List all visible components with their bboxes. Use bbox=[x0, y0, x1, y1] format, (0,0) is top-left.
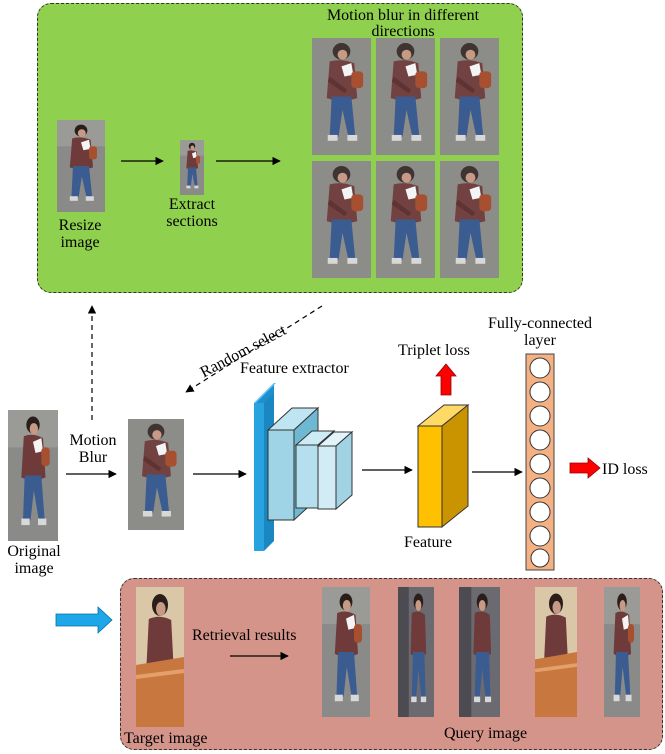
feature-block bbox=[416, 403, 470, 529]
retrieval-results-label: Retrieval results bbox=[192, 627, 297, 644]
query-result-image bbox=[322, 587, 370, 717]
query-image-label: Query image bbox=[444, 725, 528, 742]
motion-blur-directions-title: Motion blur in different directions bbox=[326, 7, 480, 40]
query-result-image bbox=[604, 587, 640, 717]
target-image-label: Target image bbox=[124, 730, 208, 747]
id-loss-label: ID loss bbox=[602, 461, 648, 478]
feature-extractor-block bbox=[254, 383, 354, 551]
query-result-image bbox=[459, 587, 500, 717]
resize-image-label: Resize image bbox=[58, 217, 102, 251]
fully-connected-layer bbox=[525, 353, 555, 571]
query-result-image bbox=[398, 587, 434, 717]
fully-connected-layer-label: Fully-connected layer bbox=[488, 315, 592, 349]
motion-blur-label: Motion Blur bbox=[69, 432, 117, 466]
feature-label: Feature bbox=[404, 534, 452, 551]
feature-extractor-label: Feature extractor bbox=[240, 360, 349, 377]
original-image-label: Original image bbox=[7, 543, 61, 577]
triplet-loss-label: Triplet loss bbox=[398, 342, 470, 359]
extract-sections-label: Extract sections bbox=[166, 196, 218, 230]
query-result-image bbox=[535, 587, 577, 717]
